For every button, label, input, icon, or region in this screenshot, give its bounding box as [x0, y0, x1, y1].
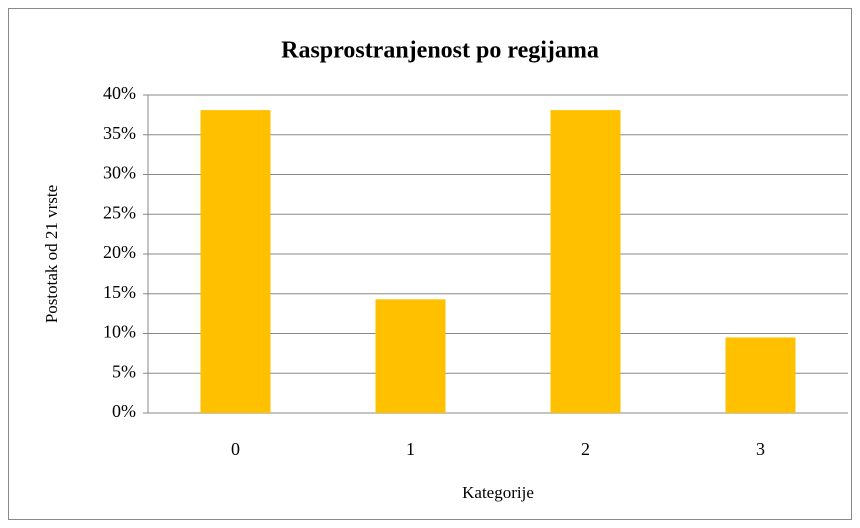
chart-border: [8, 8, 852, 520]
x-tick-label: 1: [406, 439, 415, 459]
chart-title: Rasprostranjenost po regijama: [281, 38, 599, 64]
y-axis-title: Postotak od 21 vrste: [42, 185, 61, 323]
y-tick-label: 30%: [103, 163, 136, 183]
x-tick-label: 2: [581, 439, 590, 459]
y-tick-label: 10%: [103, 322, 136, 342]
y-tick-label: 35%: [103, 123, 136, 143]
x-tick-label: 3: [756, 439, 765, 459]
bar: [725, 337, 796, 413]
y-tick-label: 15%: [103, 282, 136, 302]
bar: [550, 110, 621, 413]
y-tick-label: 5%: [112, 361, 136, 381]
bar: [200, 110, 271, 413]
y-tick-label: 0%: [112, 401, 136, 421]
x-tick-label: 0: [231, 439, 240, 459]
bar: [375, 299, 446, 413]
x-axis-title: Kategorije: [462, 483, 534, 502]
y-tick-label: 25%: [103, 202, 136, 222]
y-tick-label: 20%: [103, 242, 136, 262]
y-tick-label: 40%: [103, 83, 136, 103]
